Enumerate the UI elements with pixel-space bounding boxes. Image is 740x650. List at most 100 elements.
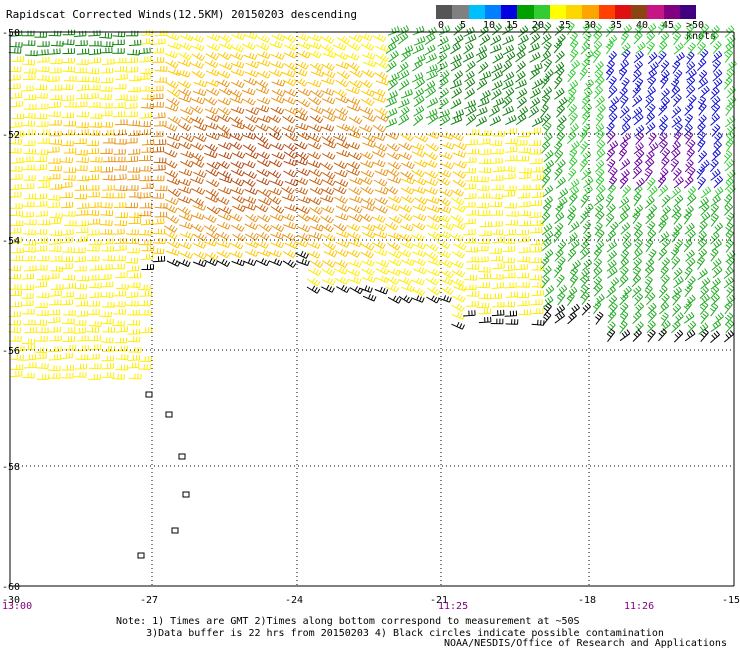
wind-barb — [9, 183, 22, 191]
wind-barb — [295, 61, 309, 70]
wind-barb — [334, 259, 348, 268]
wind-barb — [99, 47, 113, 54]
wind-barb — [595, 311, 604, 325]
wind-barb — [21, 183, 35, 189]
wind-barb — [190, 43, 205, 52]
wind-barb — [178, 186, 192, 194]
wind-barb — [89, 201, 102, 209]
wind-barb — [479, 34, 491, 46]
wind-barb — [413, 36, 426, 46]
wind-barb — [568, 157, 578, 171]
wind-barb — [542, 166, 552, 180]
wind-barb — [166, 97, 180, 107]
wind-barb — [579, 211, 589, 225]
wind-barb — [86, 209, 100, 216]
wind-barb — [76, 175, 90, 182]
wind-barb — [334, 276, 349, 285]
wind-barb — [216, 258, 231, 267]
wind-barb — [453, 160, 467, 169]
wind-barb — [619, 292, 629, 306]
wind-barb — [568, 123, 579, 136]
wind-barb — [8, 319, 22, 326]
wind-barb — [557, 96, 568, 109]
wind-barb — [153, 120, 167, 127]
wind-barb — [22, 59, 36, 66]
wind-barb — [34, 264, 48, 271]
wind-barb — [230, 178, 245, 187]
wind-barb — [138, 300, 151, 307]
wind-barb — [74, 363, 88, 370]
wind-barb — [465, 246, 479, 253]
wind-barb — [633, 60, 643, 74]
wind-barb — [489, 293, 502, 299]
wind-barb — [580, 275, 590, 289]
wind-barb — [541, 140, 551, 154]
wind-barb — [336, 285, 350, 293]
wind-barb — [242, 203, 257, 211]
wind-barb — [359, 151, 374, 160]
wind-barb — [726, 256, 736, 270]
wind-barb — [683, 311, 695, 324]
wind-barb — [115, 73, 128, 81]
wind-barb — [255, 123, 269, 132]
wind-barb — [619, 67, 628, 81]
wind-barb — [100, 77, 114, 83]
wind-barb — [384, 186, 399, 195]
wind-barb — [516, 272, 530, 279]
wind-barb — [619, 175, 629, 190]
wind-barb — [685, 61, 696, 74]
wind-barb — [644, 285, 653, 299]
wind-barb — [411, 149, 426, 158]
wind-barb — [362, 59, 377, 68]
wind-barb — [398, 114, 410, 126]
wind-barb — [385, 42, 397, 54]
wind-barb — [257, 141, 272, 150]
wind-barb — [268, 249, 282, 258]
longitude-label: -18 — [578, 595, 596, 606]
wind-barb — [139, 327, 153, 334]
wind-barb — [138, 210, 152, 217]
latitude-label: -58 — [2, 462, 20, 473]
wind-barb — [464, 88, 476, 100]
wind-barb — [166, 141, 181, 150]
wind-barb — [401, 161, 415, 170]
wind-barb — [437, 52, 448, 65]
wind-barb — [21, 85, 34, 92]
wind-barb — [518, 184, 531, 191]
wind-barb — [193, 170, 207, 178]
wind-barb — [726, 212, 735, 226]
wind-barb — [583, 50, 594, 63]
wind-barb — [594, 123, 605, 136]
wind-barb — [74, 283, 88, 290]
wind-barb — [345, 125, 360, 134]
wind-barb — [138, 47, 151, 55]
wind-barb — [710, 293, 720, 307]
wind-barb — [128, 272, 141, 279]
wind-barb — [245, 60, 260, 69]
wind-barb — [387, 176, 402, 184]
wind-barb — [661, 148, 671, 162]
wind-barb — [362, 113, 377, 122]
wind-barb — [542, 295, 554, 308]
wind-barb — [336, 123, 351, 132]
wind-barb — [140, 253, 154, 261]
wind-barb — [346, 161, 361, 170]
wind-barb — [283, 50, 298, 59]
wind-barb — [673, 267, 683, 281]
wind-barb — [608, 295, 618, 308]
wind-barb — [711, 239, 722, 252]
wind-barb — [528, 149, 541, 155]
wind-barb — [294, 239, 309, 248]
wind-barb — [35, 335, 48, 342]
wind-barb — [62, 336, 75, 342]
wind-barb — [362, 134, 377, 143]
wind-barb — [543, 202, 552, 216]
wind-barb — [632, 166, 642, 180]
wind-barb — [594, 240, 605, 253]
wind-barb — [138, 192, 151, 199]
wind-barb — [87, 191, 100, 198]
wind-barb — [724, 159, 735, 172]
wind-barb — [634, 321, 644, 335]
wind-barb — [322, 50, 337, 59]
wind-barb — [34, 281, 48, 288]
